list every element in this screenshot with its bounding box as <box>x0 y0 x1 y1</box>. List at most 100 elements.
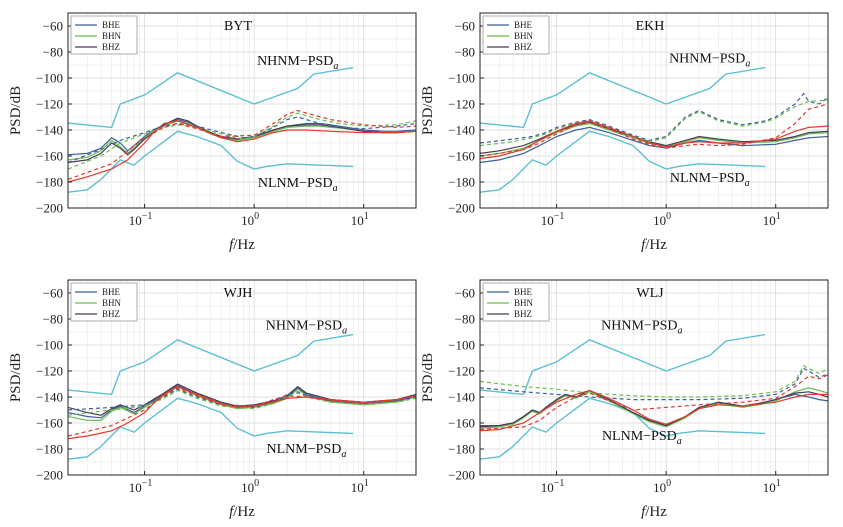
y-tick-label: −180 <box>448 442 475 457</box>
plot-frame <box>67 279 417 476</box>
nlnm-label: NLNM−PSDa <box>258 176 338 194</box>
y-tick-label: −60 <box>455 286 475 301</box>
nlnm-label: NLNM−PSDa <box>267 442 347 460</box>
y-tick-label: −180 <box>36 175 63 190</box>
y-tick-label: −200 <box>36 468 63 483</box>
series-bhn-line <box>68 385 416 421</box>
series-red-d-line <box>480 374 828 431</box>
legend-box <box>482 15 550 55</box>
y-tick-label: −180 <box>448 175 475 190</box>
plot-frame <box>67 12 417 209</box>
legend-box <box>70 15 138 55</box>
series-bhn-d-line <box>68 112 416 170</box>
y-tick-label: −100 <box>448 71 475 86</box>
y-axis-label: PSD/dB <box>8 86 24 135</box>
nhnm-label: NHNM−PSDa <box>669 51 750 69</box>
y-tick-label: −160 <box>448 149 475 164</box>
nhnm-label: NHNM−PSDa <box>257 54 338 72</box>
nlnm-curve <box>480 130 766 193</box>
series-red-line <box>480 120 828 160</box>
legend-label-bhn: BHN <box>102 31 122 41</box>
x-axis-label: f/Hz <box>641 237 667 253</box>
y-tick-label: −140 <box>36 390 63 405</box>
legend-label-bhe: BHE <box>102 287 121 297</box>
x-axis-label: f/Hz <box>229 504 255 520</box>
legend-label-bhn: BHN <box>514 298 534 308</box>
nhnm-curve <box>68 66 354 129</box>
y-tick-label: −120 <box>448 364 475 379</box>
series-bhe-d-line <box>480 92 828 144</box>
x-tick-label: 100 <box>241 478 259 495</box>
legend-label-bhz: BHZ <box>514 42 532 52</box>
y-tick-label: −100 <box>36 71 63 86</box>
nlnm-label: NLNM−PSDa <box>670 171 750 189</box>
x-axis-label: f/Hz <box>229 237 255 253</box>
series-bhe-d-line <box>480 367 828 401</box>
y-tick-label: −80 <box>455 45 475 60</box>
nlnm-curve <box>68 130 354 193</box>
y-axis-label: PSD/dB <box>420 86 436 135</box>
x-tick-label: 10−1 <box>541 478 565 495</box>
x-tick-label: 101 <box>763 211 781 228</box>
x-tick-label: 10−1 <box>541 211 565 228</box>
y-axis-label: PSD/dB <box>8 353 24 402</box>
y-tick-label: −200 <box>448 468 475 483</box>
y-tick-label: −100 <box>36 338 63 353</box>
series-bhn-d-line <box>480 364 828 398</box>
nhnm-curve <box>68 333 354 396</box>
series-group <box>68 66 416 193</box>
y-tick-label: −140 <box>448 390 475 405</box>
legend-label-bhe: BHE <box>514 20 533 30</box>
station-title: WLJ <box>636 286 664 301</box>
series-red-line <box>68 120 416 183</box>
series-group <box>68 333 416 460</box>
plot-frame <box>479 279 829 476</box>
y-tick-label: −200 <box>448 201 475 216</box>
y-tick-label: −160 <box>36 149 63 164</box>
y-tick-label: −200 <box>36 201 63 216</box>
y-tick-label: −100 <box>448 338 475 353</box>
series-group <box>480 66 828 193</box>
legend-label-bhe: BHE <box>514 287 533 297</box>
series-red-line <box>480 389 828 432</box>
nlnm-curve <box>68 397 354 460</box>
y-tick-label: −80 <box>43 45 63 60</box>
x-tick-label: 100 <box>653 478 671 495</box>
series-bhn-line <box>480 387 828 429</box>
series-bhz-line <box>480 389 828 428</box>
legend-label-bhn: BHN <box>102 298 122 308</box>
x-tick-label: 10−1 <box>129 478 153 495</box>
panel-ekh: −60 −80 −100 −120 −140 −160 −180 −200 10−1 100 101… <box>420 12 829 253</box>
panel-wjh: −60 −80 −100 −120 −140 −160 −180 −200 10−1 100 101… <box>8 279 417 520</box>
grid <box>479 12 829 209</box>
x-tick-label: 101 <box>351 478 369 495</box>
nhnm-curve <box>480 333 766 396</box>
series-red-line <box>68 385 416 440</box>
y-tick-label: −160 <box>448 416 475 431</box>
plot-frame <box>479 12 829 209</box>
legend-box <box>70 282 138 322</box>
legend-label-bhn: BHN <box>514 31 534 41</box>
station-title: EKH <box>636 19 665 34</box>
legend-box <box>482 282 550 322</box>
station-title: WJH <box>224 286 253 301</box>
x-axis-label: f/Hz <box>641 504 667 520</box>
y-tick-label: −60 <box>43 286 63 301</box>
y-tick-label: −120 <box>448 97 475 112</box>
x-tick-label: 101 <box>763 478 781 495</box>
series-bhe-line <box>480 126 828 164</box>
x-tick-label: 101 <box>351 211 369 228</box>
y-tick-label: −60 <box>455 19 475 34</box>
panel-byt: −60 −80 −100 −120 −140 −160 −180 −200 10−1 100 101… <box>8 12 417 253</box>
panel-wlj: −60 −80 −100 −120 −140 −160 −180 −200 10−1 100 101… <box>420 279 829 520</box>
y-tick-label: −140 <box>448 123 475 138</box>
legend-label-bhe: BHE <box>102 20 121 30</box>
series-bhz-line <box>68 383 416 416</box>
x-tick-label: 10−1 <box>129 211 153 228</box>
nhnm-label: NHNM−PSDa <box>266 318 347 336</box>
series-red-d-line <box>68 387 416 437</box>
